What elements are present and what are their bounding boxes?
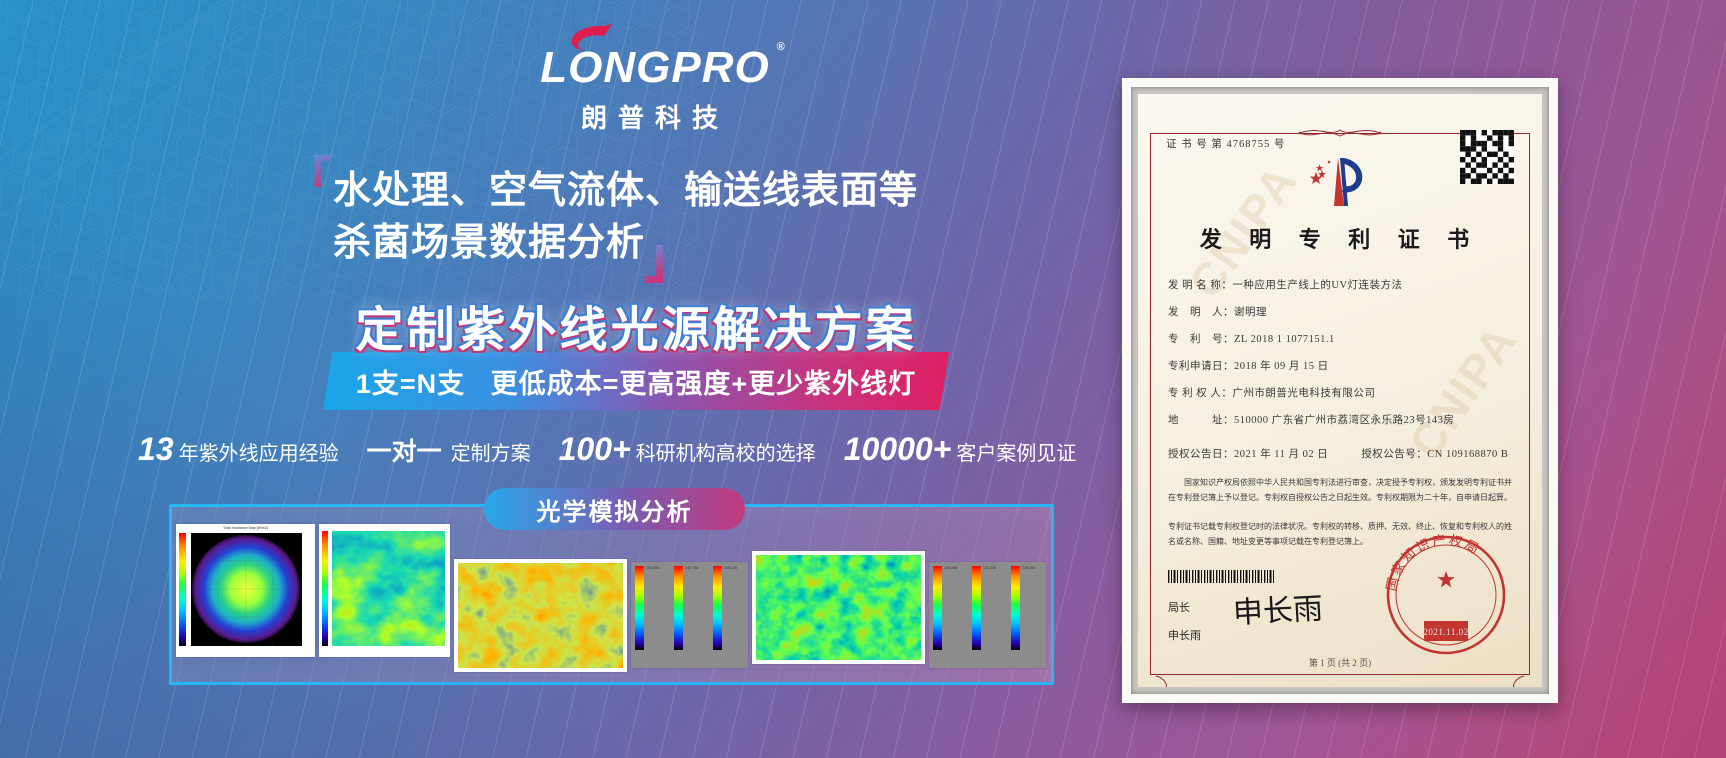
svg-text:2021.11.02: 2021.11.02 — [1423, 627, 1468, 637]
svg-text:国家知识产权局: 国家知识产权局 — [1384, 532, 1483, 593]
svg-text:申长雨: 申长雨 — [1233, 594, 1324, 628]
